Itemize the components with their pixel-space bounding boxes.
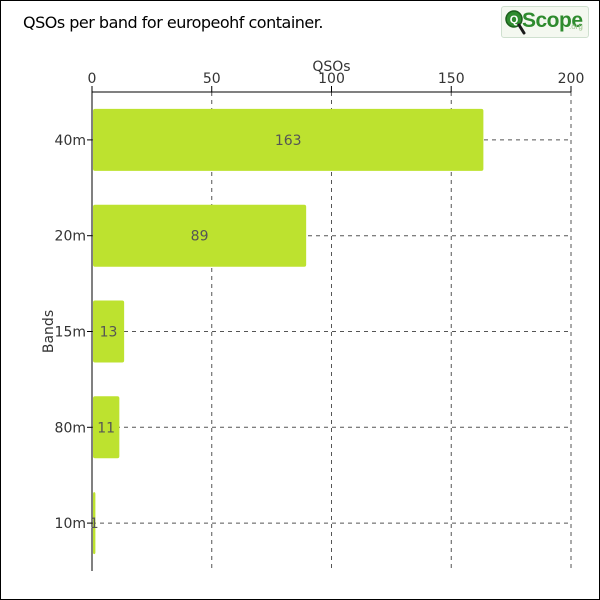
bar-10m [93,492,96,555]
y-tick-label-10m: 10m [55,516,86,532]
x-tick-label: 0 [88,71,97,87]
bar-20m [93,204,307,267]
x-tick-label: 100 [318,71,345,87]
logo-suffix: .org [569,22,583,31]
x-axis-label: QSOs [312,59,350,75]
y-tick-label-15m: 15m [55,325,86,341]
x-tick-label: 150 [438,71,465,87]
data-label-40m: 163 [275,133,302,149]
y-tick-label-80m: 80m [55,420,86,436]
logo-text: Scope [522,9,583,32]
data-label-15m: 13 [100,325,118,341]
bar-40m [93,108,484,171]
data-label-80m: 11 [97,420,115,436]
bars [93,108,484,555]
x-tick-label: 50 [203,71,221,87]
y-tick-label-20m: 20m [55,229,86,245]
x-tick-label: 200 [558,71,585,87]
y-axis-label: Bands [41,310,57,353]
data-label-10m: 1 [90,516,99,532]
bar-15m [93,300,125,363]
bar-80m [93,396,120,459]
chart-title: QSOs per band for europeohf container. [23,13,323,32]
qscope-logo[interactable]: Q Scope .org [501,6,589,38]
magnifier-icon: Q [505,10,526,35]
data-label-20m: 89 [191,229,209,245]
y-tick-label-40m: 40m [55,133,86,149]
logo-initial: Q [510,14,519,26]
axes [87,86,572,571]
